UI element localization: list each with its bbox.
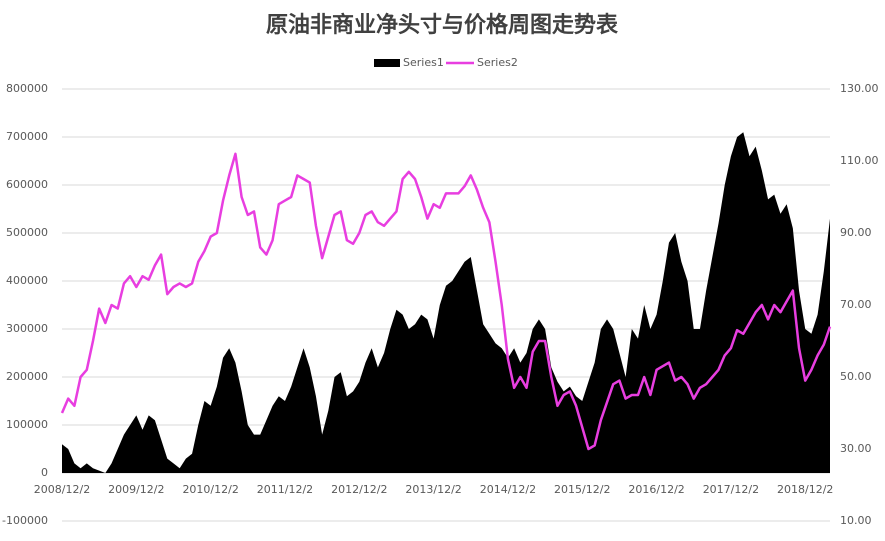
legend-label: Series1 — [403, 56, 444, 69]
x-tick-label: 2017/12/2 — [703, 483, 759, 496]
x-tick-label: 2012/12/2 — [331, 483, 387, 496]
x-tick-label: 2016/12/2 — [628, 483, 684, 496]
legend-swatch — [374, 59, 400, 67]
y-tick-label: -100000 — [2, 514, 48, 527]
x-tick-label: 2010/12/2 — [182, 483, 238, 496]
area — [62, 132, 830, 473]
y-tick-label: 100000 — [6, 418, 48, 431]
x-tick-label: 2011/12/2 — [257, 483, 313, 496]
y2-tick-label: 70.00 — [840, 298, 872, 311]
y-tick-label: 300000 — [6, 322, 48, 335]
chart-title: 原油非商业净头寸与价格周图走势表 — [266, 12, 619, 38]
x-tick-label: 2014/12/2 — [480, 483, 536, 496]
y-tick-label: 800000 — [6, 82, 48, 95]
y2-tick-label: 30.00 — [840, 442, 872, 455]
y2-tick-label: 90.00 — [840, 226, 872, 239]
y-tick-label: 0 — [41, 466, 48, 479]
x-tick-label: 2018/12/2 — [777, 483, 833, 496]
y-tick-label: 500000 — [6, 226, 48, 239]
y-tick-label: 700000 — [6, 130, 48, 143]
y2-tick-label: 10.00 — [840, 514, 872, 527]
y-tick-label: 200000 — [6, 370, 48, 383]
x-tick-label: 2009/12/2 — [108, 483, 164, 496]
y2-tick-label: 110.00 — [840, 154, 879, 167]
y2-tick-label: 130.00 — [840, 82, 879, 95]
y2-tick-label: 50.00 — [840, 370, 872, 383]
y-tick-label: 400000 — [6, 274, 48, 287]
x-tick-label: 2008/12/2 — [34, 483, 90, 496]
legend-label: Series2 — [477, 56, 518, 69]
x-tick-label: 2015/12/2 — [554, 483, 610, 496]
x-tick-label: 2013/12/2 — [405, 483, 461, 496]
y-tick-label: 600000 — [6, 178, 48, 191]
line — [60, 152, 832, 451]
